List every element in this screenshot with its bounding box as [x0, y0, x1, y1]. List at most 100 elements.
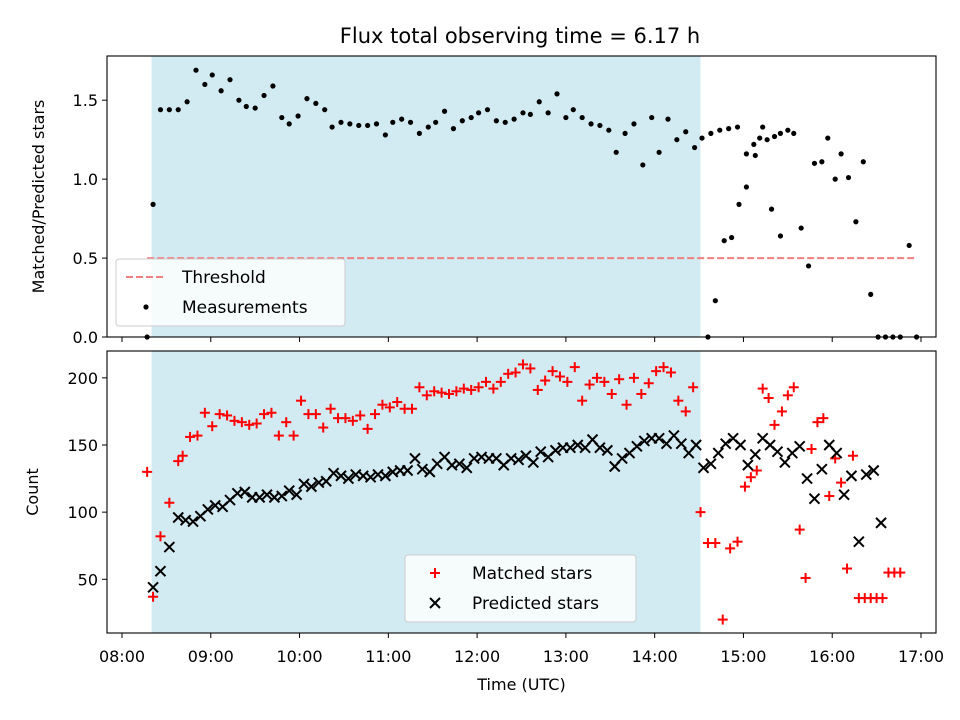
predicted-star-point [705, 458, 717, 470]
matched-star-point [739, 481, 750, 492]
bottom-count-points [142, 359, 906, 625]
matched-star-point [751, 465, 762, 476]
predicted-star-point [453, 458, 466, 470]
measurement-point [295, 113, 301, 119]
matched-star-point [540, 375, 551, 386]
legend-predicted-swatch [429, 597, 441, 609]
measurement-point [157, 107, 164, 113]
measurement-point [640, 162, 646, 168]
measurement-point [606, 127, 612, 133]
predicted-star-point [409, 452, 421, 465]
matched-star-point [251, 418, 262, 429]
matched-star-point [310, 409, 321, 420]
matched-star-point [510, 367, 521, 378]
bottom-axes-frame [106, 350, 937, 634]
matched-star-point [325, 403, 336, 414]
measurement-point [791, 130, 797, 136]
matched-star-point [621, 399, 632, 410]
measurement-point [382, 132, 388, 138]
predicted-star-point [461, 462, 473, 474]
matched-star-point [584, 379, 595, 390]
matched-star-point [214, 409, 225, 420]
matched-star-point [466, 384, 477, 395]
measurement-point [511, 116, 517, 122]
matched-star-point [788, 382, 799, 393]
measurement-point [563, 114, 569, 121]
predicted-star-point [601, 444, 614, 457]
matched-star-point [569, 362, 580, 373]
predicted-star-point [298, 478, 310, 490]
measurement-point [373, 121, 380, 127]
measurement-point [743, 151, 750, 157]
measurement-point [493, 118, 499, 124]
matched-star-point [488, 383, 499, 394]
matched-star-point [173, 456, 184, 467]
measurement-point [209, 72, 215, 78]
predicted-star-point [653, 432, 665, 444]
measurement-point [329, 124, 335, 130]
matched-star-point [273, 430, 284, 441]
top-axes-frame [106, 55, 937, 338]
measurement-point [743, 184, 750, 190]
bottom-x-tick-label: 10:00 [277, 647, 323, 666]
matched-star-point [680, 406, 691, 417]
predicted-star-point [638, 435, 651, 447]
matched-star-point [717, 614, 728, 625]
predicted-star-point [675, 437, 688, 450]
matched-star-point [532, 384, 543, 395]
matched-star-point [688, 382, 699, 393]
predicted-star-point [305, 480, 318, 493]
matched-star-point [414, 382, 425, 393]
measurement-point [322, 107, 328, 113]
measurement-point [631, 121, 637, 127]
predicted-star-point [801, 472, 813, 485]
measurement-point [868, 291, 874, 297]
matched-star-point [436, 387, 447, 398]
predicted-star-point [379, 470, 392, 482]
matched-star-point [525, 363, 536, 374]
matched-star-point [636, 388, 647, 399]
measurement-point [570, 107, 576, 113]
measurement-point [832, 176, 838, 182]
predicted-star-point [335, 470, 347, 482]
top-x-ticks [121, 337, 922, 342]
measurement-point [313, 100, 319, 106]
matched-star-point [429, 386, 440, 397]
matched-star-point [318, 422, 329, 433]
predicted-star-point [867, 464, 880, 477]
matched-star-point [407, 403, 418, 414]
predicted-star-point [631, 440, 643, 453]
predicted-star-point [239, 486, 251, 498]
measurement-point [785, 127, 791, 133]
matched-star-point [806, 444, 817, 455]
matched-star-point [599, 376, 610, 387]
matched-star-point [164, 497, 175, 508]
measurement-point [798, 225, 804, 231]
matched-star-point [547, 366, 558, 377]
predicted-star-point [364, 471, 377, 483]
measurement-point [717, 127, 723, 133]
predicted-star-point [816, 463, 828, 475]
matched-star-point [443, 388, 454, 399]
measurement-point [545, 110, 551, 116]
bottom-legend-box [404, 554, 637, 623]
predicted-star-point [342, 472, 355, 485]
bottom-x-tick-label: 17:00 [898, 647, 944, 666]
matched-star-point [800, 572, 811, 583]
predicted-star-point [401, 464, 414, 477]
measurement-point [734, 124, 741, 130]
measurement-point [399, 116, 405, 122]
measurement-point [416, 130, 423, 136]
measurement-point [193, 67, 199, 73]
top-panel: 0.0 0.5 1.0 1.5 Matched/Predicted stars Thr… [29, 55, 937, 347]
predicted-star-point [712, 447, 724, 459]
measurement-point [674, 137, 680, 143]
predicted-star-point [549, 444, 562, 457]
matched-star-point [628, 372, 639, 383]
predicted-star-point [163, 541, 176, 553]
predicted-star-point [808, 493, 821, 505]
measurement-point [771, 133, 778, 140]
measurement-point [236, 97, 242, 103]
top-y-tick-label: 0.5 [73, 249, 98, 268]
matched-star-point [606, 388, 617, 399]
